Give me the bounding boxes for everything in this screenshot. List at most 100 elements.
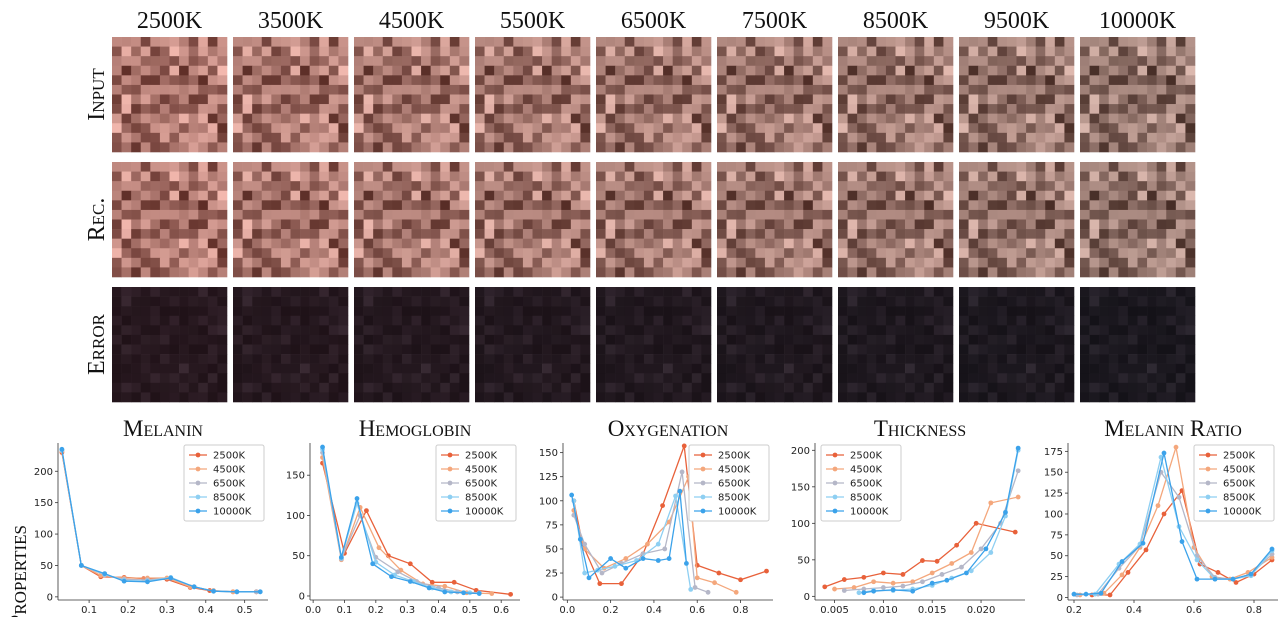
- pixel: [188, 248, 199, 259]
- pixel: [261, 181, 272, 192]
- pixel: [430, 315, 441, 326]
- pixel: [605, 142, 616, 153]
- pixel: [672, 363, 683, 374]
- pixel: [561, 267, 572, 278]
- pixel: [885, 267, 896, 278]
- data-point: [861, 586, 867, 592]
- pixel: [764, 315, 775, 326]
- pixel: [1127, 142, 1138, 153]
- pixel: [494, 325, 505, 336]
- pixel: [401, 132, 412, 143]
- pixel: [643, 325, 654, 336]
- pixel: [207, 344, 218, 355]
- pixel: [1080, 123, 1090, 134]
- pixel: [1080, 190, 1090, 201]
- pixel: [812, 37, 823, 47]
- pixel: [242, 94, 253, 105]
- pixel: [774, 325, 785, 336]
- pixel: [793, 37, 804, 47]
- pixel: [1089, 94, 1100, 105]
- pixel: [1080, 257, 1090, 268]
- pixel: [1016, 37, 1027, 47]
- pixel: [653, 209, 664, 220]
- pixel: [300, 209, 310, 220]
- pixel: [261, 325, 272, 336]
- pixel: [459, 94, 470, 105]
- pixel: [159, 363, 170, 374]
- pixel: [382, 46, 393, 57]
- pixel: [532, 46, 543, 57]
- pixel: [112, 325, 122, 336]
- pixel: [242, 315, 253, 326]
- pixel: [159, 46, 170, 57]
- pixel: [1064, 171, 1075, 182]
- pixel: [300, 344, 310, 355]
- pixel: [1185, 382, 1196, 393]
- pixel: [914, 354, 925, 364]
- pixel: [354, 65, 364, 76]
- pixel: [1035, 132, 1046, 143]
- pixel: [252, 56, 263, 67]
- x-tick-label: 0.6: [493, 605, 509, 616]
- pixel: [1080, 238, 1090, 249]
- pixel: [1156, 209, 1167, 220]
- pixel: [475, 229, 485, 239]
- pixel: [1175, 325, 1186, 336]
- pixel: [691, 65, 702, 76]
- pixel: [1099, 142, 1110, 153]
- pixel: [354, 162, 364, 172]
- data-point: [851, 585, 857, 590]
- pixel: [551, 363, 562, 374]
- pixel: [401, 287, 412, 297]
- pixel: [401, 209, 412, 220]
- pixel: [1080, 94, 1090, 105]
- pixel: [252, 334, 263, 345]
- pixel: [401, 373, 412, 384]
- pixel: [430, 75, 441, 86]
- pixel: [736, 142, 747, 153]
- data-point: [1230, 576, 1236, 582]
- pixel: [812, 190, 823, 201]
- x-tick-label: 0.005: [820, 605, 849, 616]
- pixel: [484, 46, 495, 57]
- pixel: [392, 334, 403, 345]
- pixel: [179, 306, 189, 317]
- pixel: [755, 190, 766, 201]
- pixel: [905, 75, 915, 86]
- pixel: [300, 229, 310, 239]
- data-point: [890, 580, 896, 586]
- pixel: [1137, 123, 1148, 134]
- pixel: [1089, 209, 1100, 220]
- pixel: [188, 306, 199, 317]
- pixel: [653, 344, 664, 355]
- pixel: [615, 315, 626, 326]
- pixel: [503, 229, 514, 239]
- pixel: [401, 65, 412, 76]
- pixel: [997, 334, 1008, 345]
- pixel: [475, 37, 485, 47]
- pixel: [605, 267, 616, 278]
- pixel: [411, 162, 422, 172]
- pixel: [997, 287, 1008, 297]
- data-point: [716, 570, 722, 576]
- pixel: [271, 84, 282, 95]
- pixel: [1099, 344, 1110, 355]
- pixel: [943, 334, 954, 345]
- pixel: [131, 190, 142, 201]
- x-tick-label: 0.4: [198, 605, 214, 616]
- pixel: [300, 257, 310, 268]
- data-point: [861, 590, 867, 596]
- pixel: [1166, 56, 1177, 67]
- pixel: [484, 113, 495, 124]
- pixel: [838, 113, 848, 124]
- pixel: [634, 287, 645, 297]
- pixel: [701, 382, 712, 393]
- pixel: [784, 104, 794, 114]
- legend-label: 10000K: [213, 507, 252, 518]
- pixel: [1064, 267, 1075, 278]
- pixel: [876, 104, 887, 114]
- pixel: [217, 84, 228, 95]
- pixel: [605, 287, 616, 297]
- pixel: [532, 334, 543, 345]
- pixel: [822, 334, 833, 345]
